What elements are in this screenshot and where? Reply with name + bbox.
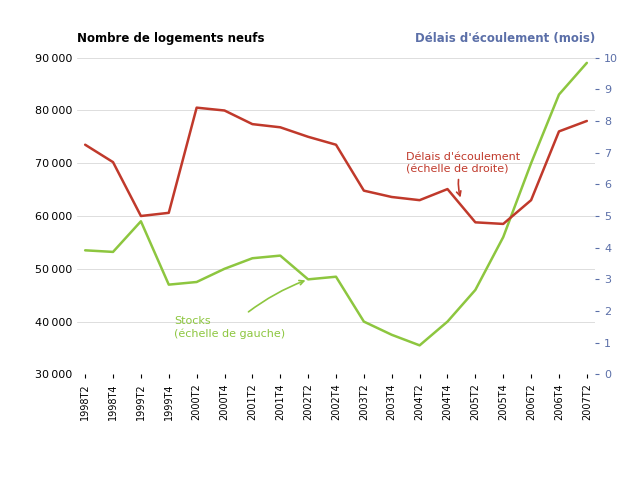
Text: Stocks
(échelle de gauche): Stocks (échelle de gauche) [174, 280, 304, 338]
Text: Délais d'écoulement (mois): Délais d'écoulement (mois) [415, 32, 595, 45]
Text: Nombre de logements neufs: Nombre de logements neufs [77, 32, 264, 45]
Text: Délais d'écoulement
(échelle de droite): Délais d'écoulement (échelle de droite) [406, 153, 520, 196]
